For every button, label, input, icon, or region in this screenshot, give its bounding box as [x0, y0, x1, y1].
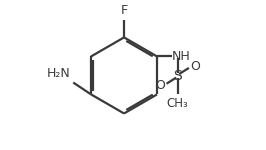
Text: CH₃: CH₃	[167, 97, 189, 110]
Text: O: O	[190, 60, 200, 73]
Text: F: F	[120, 4, 128, 16]
Text: S: S	[173, 69, 182, 83]
Text: O: O	[155, 79, 165, 92]
Text: NH: NH	[172, 50, 191, 63]
Text: H₂N: H₂N	[47, 67, 71, 80]
